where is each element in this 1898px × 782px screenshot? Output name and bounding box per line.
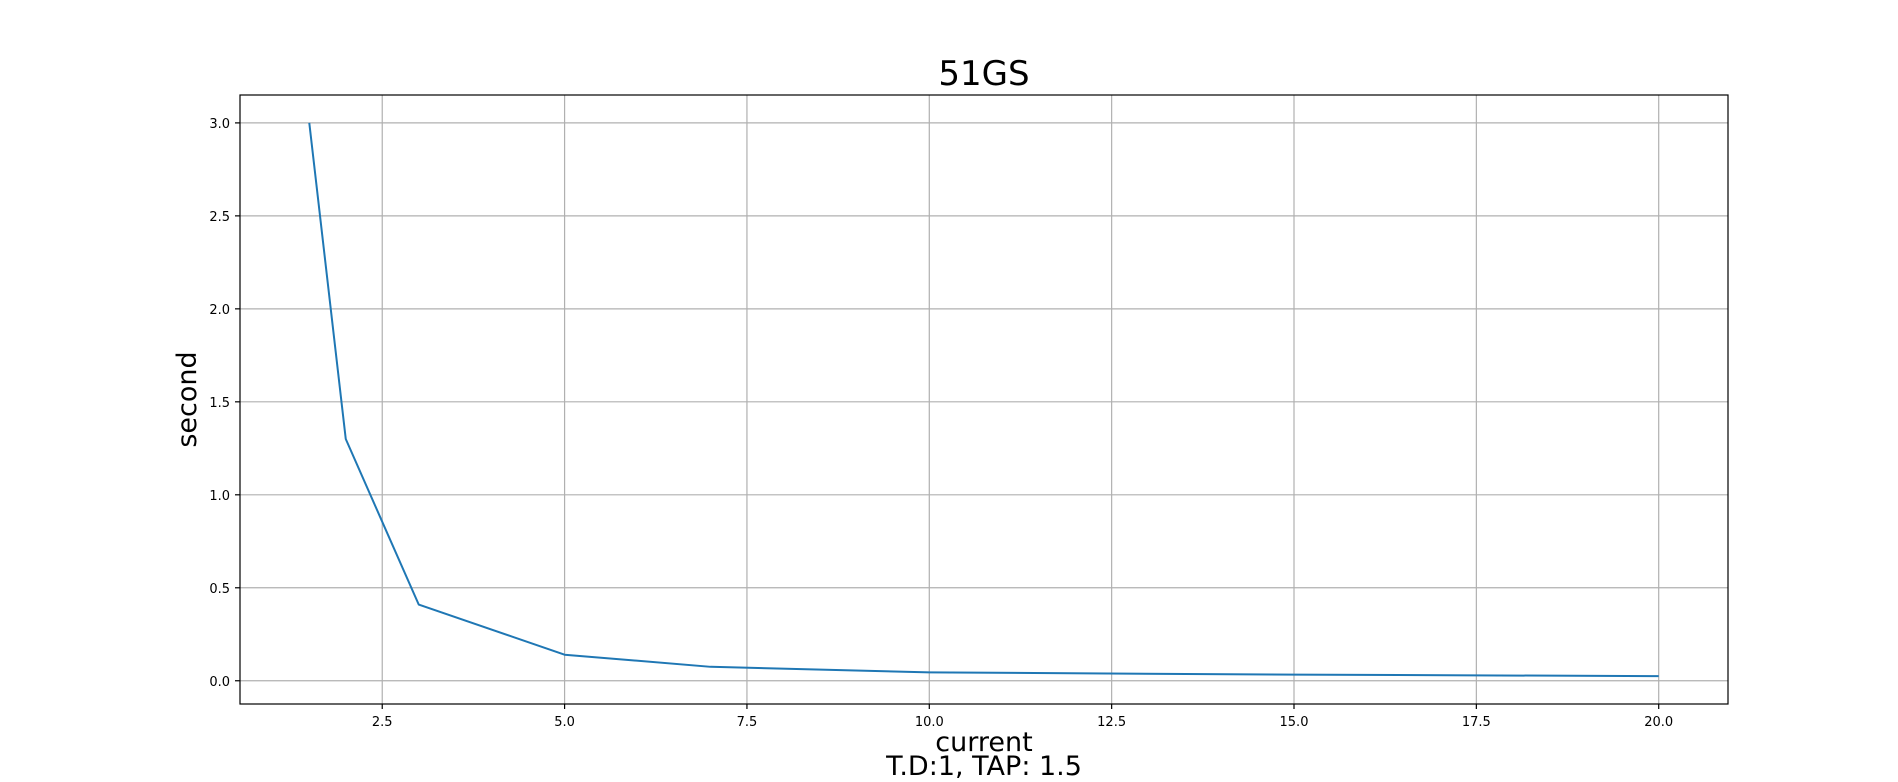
x-tick-label: 5.0 xyxy=(554,715,575,730)
x-tick-label: 20.0 xyxy=(1644,715,1673,730)
x-tick-label: 2.5 xyxy=(372,715,393,730)
x-tick-label: 15.0 xyxy=(1280,715,1309,730)
plot-frame xyxy=(239,94,1729,705)
y-axis-label: second xyxy=(172,351,203,447)
series-line xyxy=(308,122,1659,678)
y-tick-label: 1.5 xyxy=(209,396,230,411)
y-tick-label: 2.0 xyxy=(209,303,230,318)
y-tick-label: 3.0 xyxy=(209,117,230,132)
y-tick-label: 0.5 xyxy=(209,582,230,597)
x-tick-label: 17.5 xyxy=(1462,715,1491,730)
series-layer xyxy=(308,122,1659,678)
chart-subtitle: T.D:1, TAP: 1.5 xyxy=(885,751,1082,782)
y-axis-ticks: 0.0 0.5 1.0 1.5 2.0 2.5 3.0 xyxy=(209,117,240,690)
y-tick-label: 1.0 xyxy=(209,489,230,504)
x-axis-label: current xyxy=(935,727,1032,758)
x-tick-label: 12.5 xyxy=(1097,715,1126,730)
y-tick-label: 2.5 xyxy=(209,210,230,225)
y-tick-label: 0.0 xyxy=(209,675,230,690)
chart-title: 51GS xyxy=(938,54,1029,94)
x-tick-label: 7.5 xyxy=(737,715,758,730)
x-axis-ticks: 2.5 5.0 7.5 10.0 12.5 15.0 17.5 20.0 xyxy=(372,704,1673,730)
grid-lines xyxy=(240,95,1728,704)
x-tick-label: 10.0 xyxy=(915,715,944,730)
